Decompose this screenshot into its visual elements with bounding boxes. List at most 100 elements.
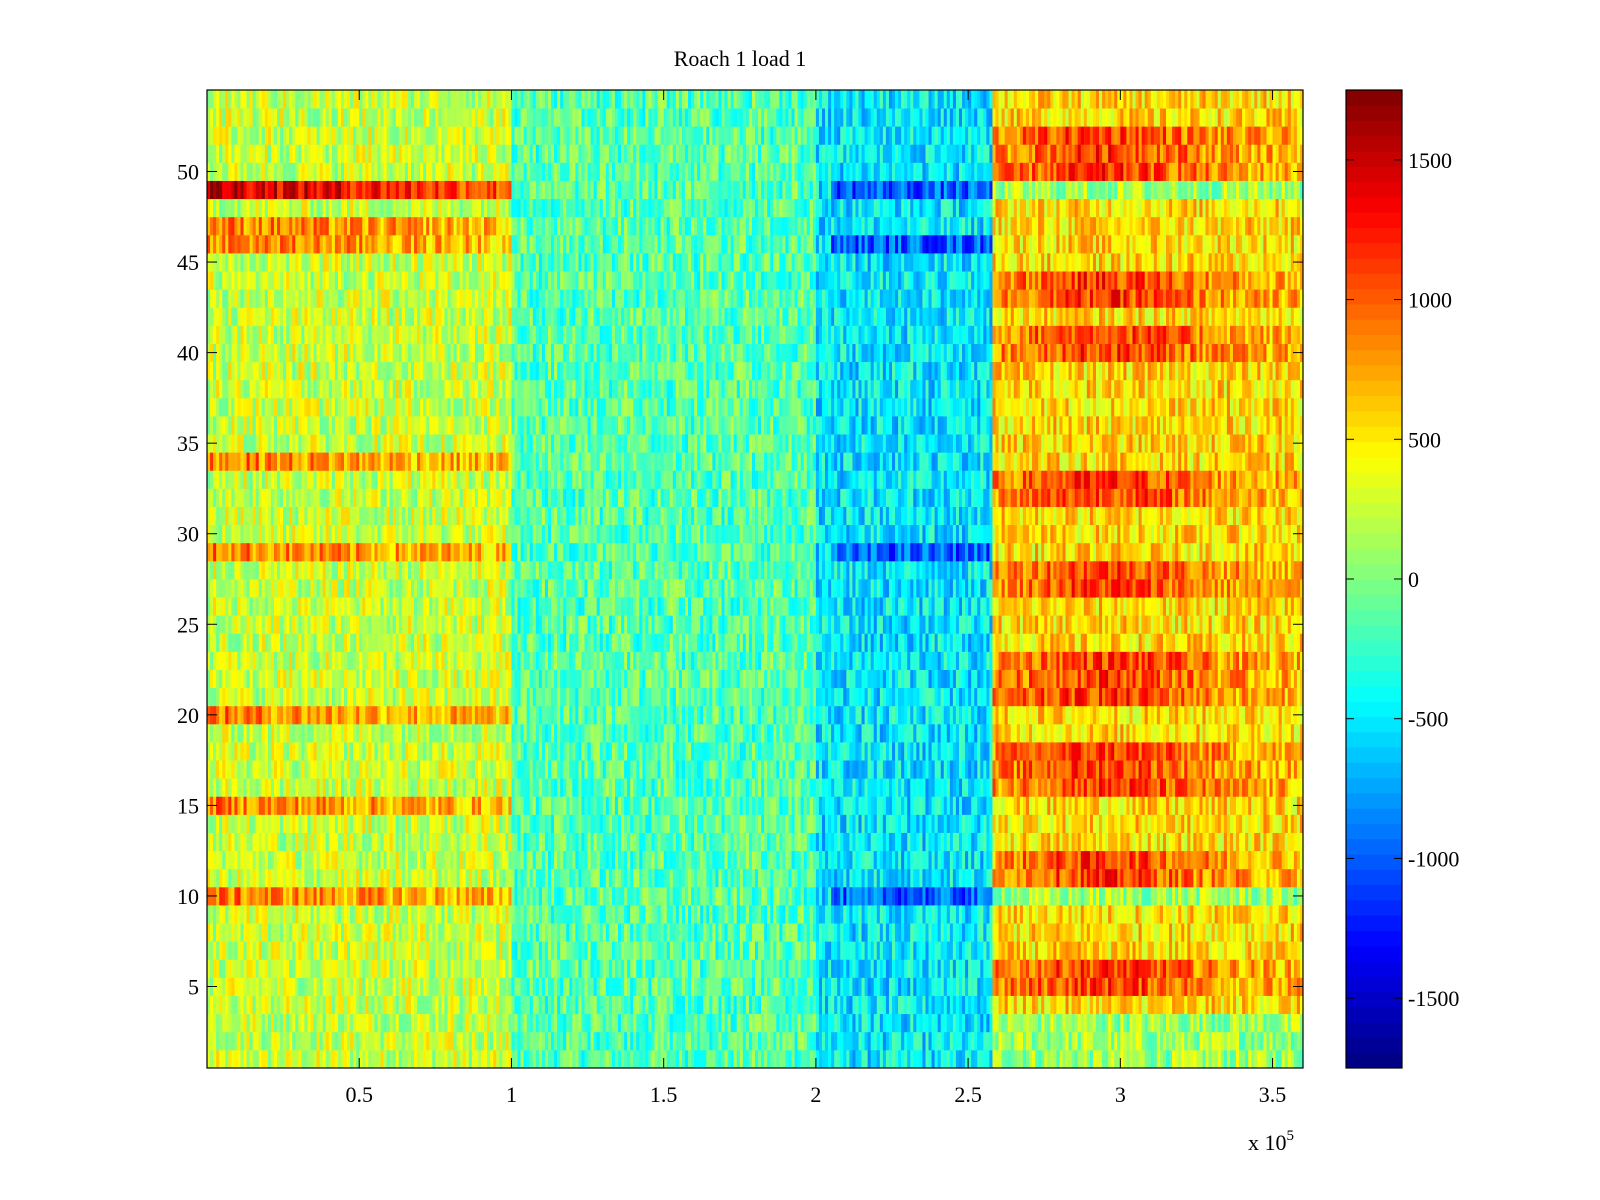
heatmap-cell <box>496 977 499 996</box>
heatmap-cell <box>1193 1032 1196 1051</box>
heatmap-cell <box>688 1014 691 1033</box>
heatmap-cell <box>490 977 493 996</box>
heatmap-cell <box>782 1050 785 1069</box>
heatmap-cell <box>426 1032 429 1051</box>
heatmap-cell <box>1266 1032 1269 1051</box>
heatmap-cell <box>487 1032 490 1051</box>
heatmap-cell <box>651 941 654 960</box>
heatmap-cell <box>932 1014 935 1033</box>
heatmap-cell <box>329 1032 332 1051</box>
heatmap-cell <box>481 1014 484 1033</box>
heatmap-cell <box>734 941 737 960</box>
heatmap-cell <box>441 959 444 978</box>
heatmap-cell <box>992 977 995 996</box>
heatmap-cell <box>417 1014 420 1033</box>
heatmap-cell <box>402 1014 405 1033</box>
heatmap-cell <box>508 941 511 960</box>
heatmap-cell <box>831 1014 834 1033</box>
heatmap-cell <box>645 959 648 978</box>
heatmap-cell <box>630 941 633 960</box>
heatmap-cell <box>1273 996 1276 1015</box>
heatmap-cell <box>441 1050 444 1069</box>
heatmap-cell <box>1279 996 1282 1015</box>
heatmap-cell <box>722 941 725 960</box>
heatmap-cell <box>670 1050 673 1069</box>
heatmap-cell <box>1157 996 1160 1015</box>
heatmap-cell <box>1230 977 1233 996</box>
heatmap-cell <box>1029 959 1032 978</box>
heatmap-cell <box>225 977 228 996</box>
heatmap-cell <box>301 941 304 960</box>
heatmap-cell <box>484 941 487 960</box>
heatmap-cell <box>542 959 545 978</box>
heatmap-cell <box>274 959 277 978</box>
heatmap-cell <box>715 959 718 978</box>
heatmap-cell <box>782 959 785 978</box>
heatmap-cell <box>548 941 551 960</box>
heatmap-cell <box>572 941 575 960</box>
heatmap-cell <box>1248 1014 1251 1033</box>
heatmap-cell <box>828 941 831 960</box>
heatmap-cell <box>855 959 858 978</box>
heatmap-cell <box>475 941 478 960</box>
heatmap-cell <box>868 1032 871 1051</box>
heatmap-cell <box>895 1014 898 1033</box>
heatmap-cell <box>393 977 396 996</box>
heatmap-cell <box>953 959 956 978</box>
heatmap-cell <box>691 941 694 960</box>
heatmap-cell <box>1257 959 1260 978</box>
heatmap-cell <box>907 941 910 960</box>
heatmap-cell <box>725 1014 728 1033</box>
heatmap-cell <box>907 959 910 978</box>
heatmap-cell <box>1102 1032 1105 1051</box>
heatmap-cell <box>457 996 460 1015</box>
heatmap-cell <box>594 1032 597 1051</box>
heatmap-cell <box>688 996 691 1015</box>
heatmap-cell <box>849 941 852 960</box>
heatmap-cell <box>1041 996 1044 1015</box>
heatmap-cell <box>956 1014 959 1033</box>
heatmap-cell <box>734 1032 737 1051</box>
heatmap-cell <box>451 1032 454 1051</box>
heatmap-cell <box>414 941 417 960</box>
heatmap-cell <box>846 1050 849 1069</box>
heatmap-cell <box>944 977 947 996</box>
heatmap-cell <box>1081 1014 1084 1033</box>
heatmap-cell <box>1297 1050 1300 1069</box>
heatmap-cell <box>548 996 551 1015</box>
heatmap-cell <box>277 1014 280 1033</box>
heatmap-cell <box>667 1050 670 1069</box>
heatmap-cell <box>868 996 871 1015</box>
heatmap-cell <box>904 977 907 996</box>
heatmap-cell <box>323 1050 326 1069</box>
heatmap-cell <box>554 1032 557 1051</box>
heatmap-cell <box>922 1032 925 1051</box>
heatmap-cell <box>965 959 968 978</box>
heatmap-cell <box>481 1032 484 1051</box>
heatmap-cell <box>426 1050 429 1069</box>
heatmap-cell <box>862 1032 865 1051</box>
heatmap-cell <box>639 1050 642 1069</box>
heatmap-cell <box>1230 1014 1233 1033</box>
heatmap-cell <box>1148 996 1151 1015</box>
heatmap-cell <box>971 1050 974 1069</box>
heatmap-cell <box>849 1014 852 1033</box>
heatmap-cell <box>542 941 545 960</box>
heatmap-cell <box>971 941 974 960</box>
heatmap-cell <box>929 1032 932 1051</box>
heatmap-cell <box>490 996 493 1015</box>
heatmap-cell <box>758 977 761 996</box>
heatmap-cell <box>359 941 362 960</box>
heatmap-cell <box>521 941 524 960</box>
heatmap-cell <box>849 977 852 996</box>
heatmap-cell <box>788 959 791 978</box>
heatmap-cell <box>1020 977 1023 996</box>
heatmap-cell <box>874 959 877 978</box>
heatmap-cell <box>999 1032 1002 1051</box>
heatmap-cell <box>557 1014 560 1033</box>
heatmap-cell <box>703 959 706 978</box>
heatmap-cell <box>374 1050 377 1069</box>
heatmap-cell <box>1002 1032 1005 1051</box>
heatmap-cell <box>758 941 761 960</box>
heatmap-cell <box>785 1014 788 1033</box>
